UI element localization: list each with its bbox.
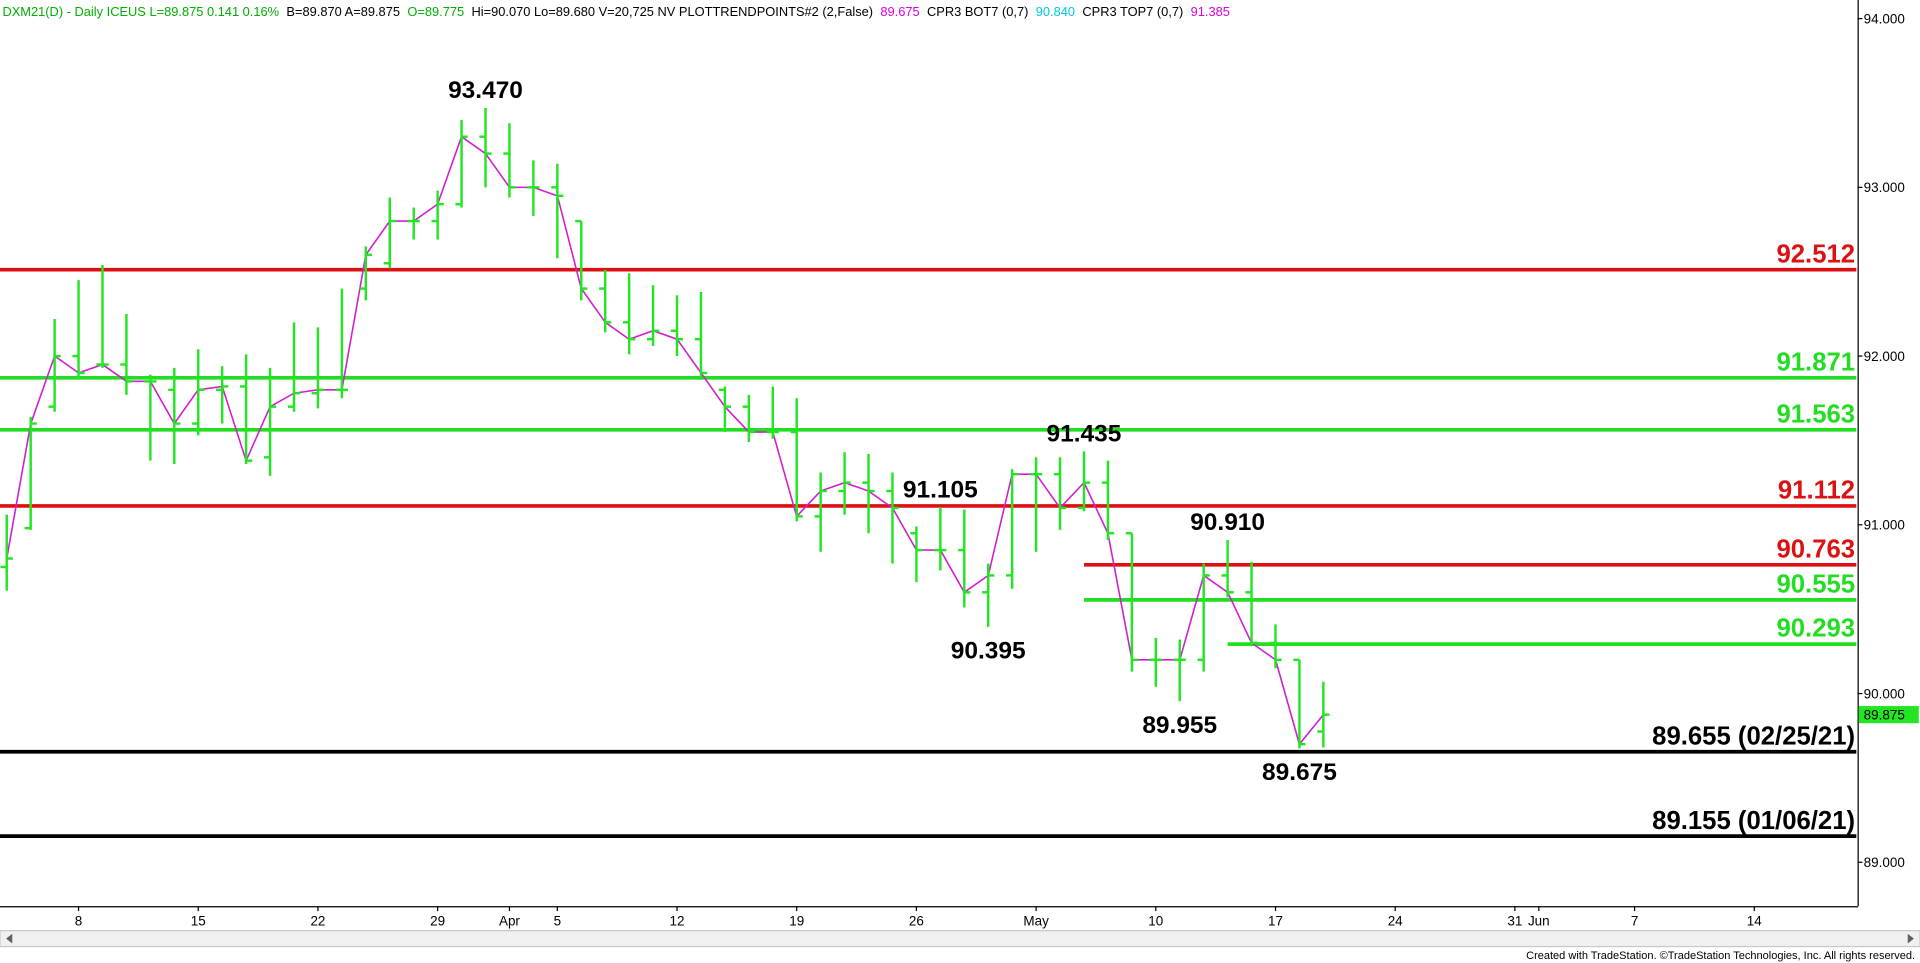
- x-tick-label: 8: [75, 914, 82, 929]
- header-item: Hi=90.070 Lo=89.680 V=20,725 NV PLOTTREN…: [471, 4, 873, 19]
- swing-label: 89.675: [1262, 759, 1337, 786]
- header-item: DXM21(D) - Daily ICEUS L=89.875 0.141 0.…: [2, 4, 279, 19]
- price-level-label: 91.112: [1778, 477, 1855, 505]
- price-level-label: 89.655 (02/25/21): [1652, 722, 1855, 750]
- swing-label: 91.105: [903, 476, 978, 503]
- y-tick-label: 93.000: [1864, 180, 1905, 195]
- x-tick-label: 31: [1507, 914, 1522, 929]
- x-tick-label: 22: [310, 914, 325, 929]
- swing-label: 89.955: [1142, 712, 1217, 739]
- price-level-label: 91.871: [1776, 348, 1855, 376]
- price-level-label: 90.293: [1776, 615, 1855, 643]
- header-item: 89.675: [880, 4, 919, 19]
- header-item: CPR3 BOT7 (0,7): [927, 4, 1028, 19]
- x-tick-label: 19: [789, 914, 804, 929]
- price-level-label: 92.512: [1776, 240, 1855, 268]
- y-tick-label: 94.000: [1864, 11, 1905, 26]
- x-tick-label: 10: [1148, 914, 1163, 929]
- x-tick-label: 29: [430, 914, 445, 929]
- header-item: 90.840: [1036, 4, 1075, 19]
- header-item: O=89.775: [407, 4, 464, 19]
- header-item: B=89.870 A=89.875: [286, 4, 400, 19]
- y-tick-label: 91.000: [1864, 518, 1905, 533]
- x-tick-label: May: [1023, 914, 1049, 929]
- last-price-label: 89.875: [1864, 708, 1905, 723]
- x-tick-label: 14: [1747, 914, 1762, 929]
- header-item: 91.385: [1191, 4, 1230, 19]
- scrollbar-track[interactable]: [0, 930, 1920, 948]
- scroll-right-arrow[interactable]: [1907, 933, 1914, 944]
- scrollbar[interactable]: [0, 930, 1920, 948]
- x-tick-label: 15: [191, 914, 206, 929]
- last-price-box: [1858, 706, 1919, 724]
- footer: Created with TradeStation. ©TradeStation…: [1526, 950, 1915, 962]
- x-tick-label: 24: [1388, 914, 1403, 929]
- swing-label: 90.910: [1190, 509, 1265, 536]
- price-level-label: 89.155 (01/06/21): [1652, 807, 1855, 835]
- y-tick-label: 89.000: [1864, 855, 1905, 870]
- x-tick-label: 17: [1268, 914, 1283, 929]
- x-tick-label: 26: [909, 914, 924, 929]
- x-tick-label: 5: [554, 914, 561, 929]
- scroll-left-arrow[interactable]: [6, 933, 13, 944]
- y-tick-label: 90.000: [1864, 686, 1905, 701]
- x-tick-label: 12: [670, 914, 685, 929]
- y-tick-label: 92.000: [1864, 349, 1905, 364]
- swing-label: 91.435: [1047, 421, 1122, 448]
- price-level-label: 90.763: [1776, 535, 1855, 563]
- chart-header: DXM21(D) - Daily ICEUS L=89.875 0.141 0.…: [2, 4, 1229, 19]
- swing-label: 93.470: [448, 77, 523, 104]
- swing-label: 90.395: [951, 638, 1026, 665]
- x-tick-label: 7: [1631, 914, 1638, 929]
- x-tick-label: Apr: [499, 914, 520, 929]
- x-tick-label: Jun: [1528, 914, 1550, 929]
- price-level-label: 90.555: [1776, 571, 1855, 599]
- trend-line: [5, 135, 1325, 746]
- header-item: CPR3 TOP7 (0,7): [1082, 4, 1183, 19]
- price-level-label: 91.563: [1776, 400, 1855, 428]
